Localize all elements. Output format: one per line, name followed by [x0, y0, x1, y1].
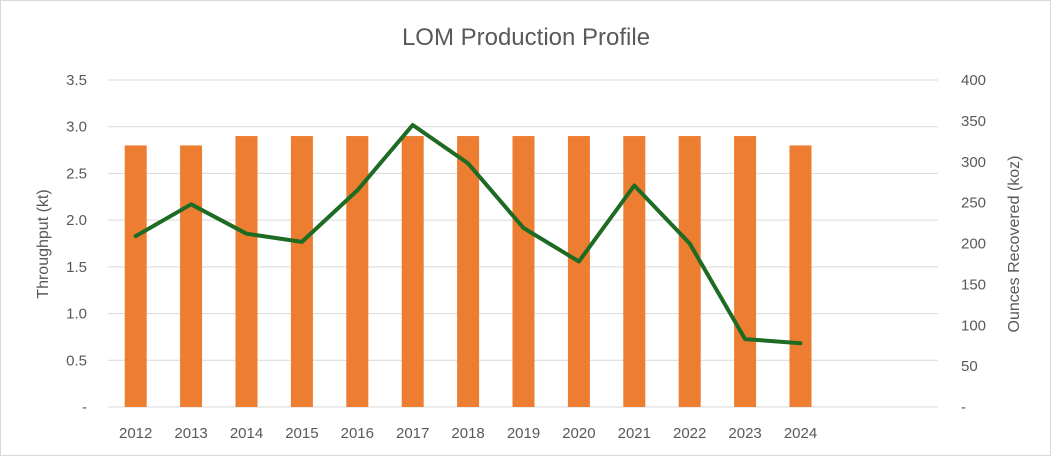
throughput-bar	[512, 136, 535, 408]
throughput-bar	[678, 136, 701, 408]
throughput-bar	[734, 136, 757, 408]
ounces-recovered-line	[133, 123, 803, 346]
left-axis-ticks: - 0.5 1.0 1.5 2.0 2.5 3.0 3.5	[66, 72, 87, 416]
right-tick-label: 250	[961, 195, 986, 212]
x-tick-label: 2015	[285, 425, 318, 442]
left-tick-label: 2.0	[66, 212, 87, 229]
x-tick-label: 2019	[507, 425, 540, 442]
right-tick-label: -	[961, 399, 966, 416]
x-tick-label: 2013	[174, 425, 207, 442]
throughput-bar	[290, 136, 313, 408]
left-tick-label: 2.5	[66, 165, 87, 182]
right-tick-label: 400	[961, 72, 986, 89]
throughput-bar	[457, 136, 480, 408]
right-tick-label: 350	[961, 113, 986, 130]
chart-title: LOM Production Profile	[402, 24, 650, 51]
right-tick-label: 200	[961, 236, 986, 253]
x-tick-label: 2021	[618, 425, 651, 442]
throughput-bar	[567, 136, 590, 408]
throughput-bar	[180, 145, 203, 407]
x-tick-label: 2023	[728, 425, 761, 442]
right-tick-label: 50	[961, 358, 978, 375]
right-tick-label: 300	[961, 154, 986, 171]
left-tick-label: 3.5	[66, 72, 87, 89]
x-tick-label: 2024	[784, 425, 817, 442]
x-tick-label: 2018	[451, 425, 484, 442]
x-tick-label: 2016	[341, 425, 374, 442]
throughput-bar	[401, 136, 424, 408]
x-axis-ticks: 2012 2013 2014 2015 2016 2017 2018 2019 2020 2021…	[119, 425, 817, 442]
throughput-bar	[623, 136, 646, 408]
throughput-bar	[124, 145, 147, 407]
throughput-bar	[789, 145, 812, 407]
x-tick-label: 2022	[673, 425, 706, 442]
left-tick-label: -	[82, 399, 87, 416]
left-axis-label: Throughput (kt)	[35, 189, 52, 298]
throughput-bar	[346, 136, 369, 408]
throughput-bars	[124, 136, 812, 408]
left-tick-label: 3.0	[66, 119, 87, 136]
right-axis-ticks: - 50 100 150 200 250 300 350 400	[961, 72, 986, 416]
right-tick-label: 150	[961, 276, 986, 293]
x-tick-label: 2014	[230, 425, 263, 442]
right-axis-label: Ounces Recovered (koz)	[1006, 156, 1023, 333]
x-tick-label: 2017	[396, 425, 429, 442]
left-tick-label: 0.5	[66, 352, 87, 369]
throughput-bar	[235, 136, 258, 408]
x-tick-label: 2020	[562, 425, 595, 442]
left-tick-label: 1.0	[66, 306, 87, 323]
ounces-line	[133, 123, 803, 346]
left-tick-label: 1.5	[66, 259, 87, 276]
x-tick-label: 2012	[119, 425, 152, 442]
right-tick-label: 100	[961, 317, 986, 334]
